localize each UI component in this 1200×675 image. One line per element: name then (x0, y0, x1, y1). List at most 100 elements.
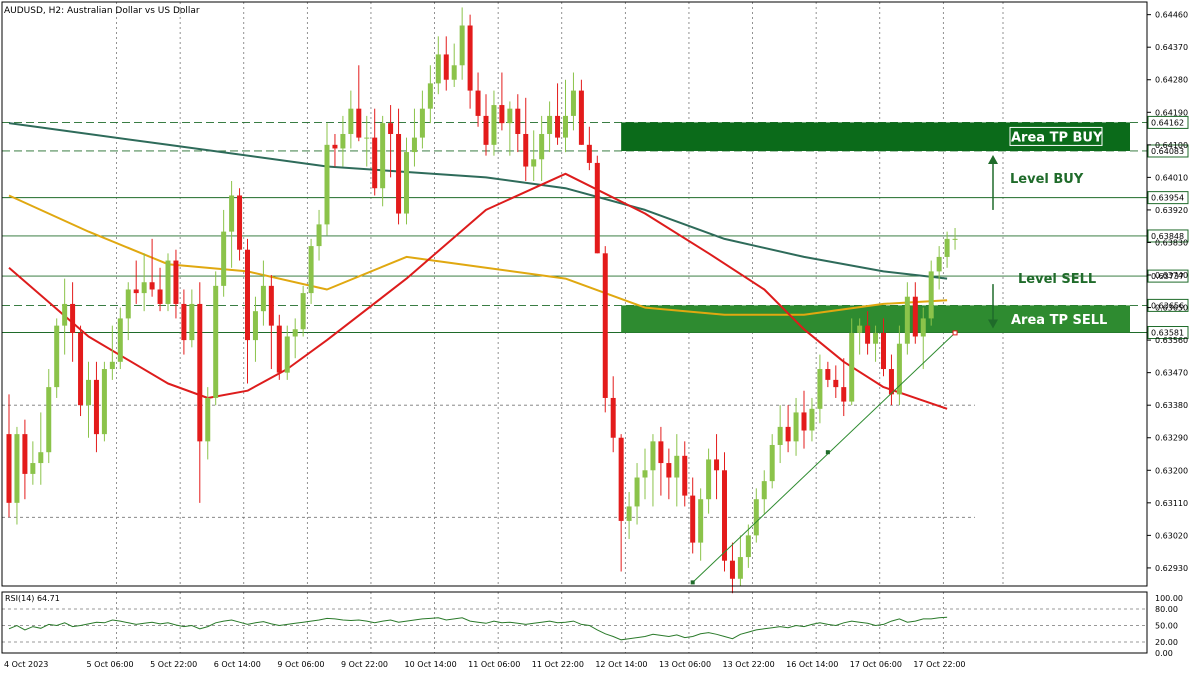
candle-body[interactable] (896, 343, 902, 395)
candle-body[interactable] (348, 108, 354, 134)
candle-body[interactable] (904, 296, 910, 344)
candle-body[interactable] (531, 159, 537, 167)
candle-body[interactable] (316, 224, 322, 247)
candle-body[interactable] (157, 289, 163, 304)
candle-body[interactable] (117, 318, 123, 362)
candle-body[interactable] (539, 133, 545, 160)
candle-body[interactable] (722, 470, 727, 561)
candle-body[interactable] (364, 137, 370, 139)
candle-body[interactable] (101, 369, 107, 435)
candle-body[interactable] (149, 282, 155, 290)
candle-body[interactable] (809, 408, 815, 431)
candle-body[interactable] (729, 560, 735, 579)
candle-body[interactable] (563, 115, 568, 138)
candle-body[interactable] (245, 249, 250, 341)
candle-body[interactable] (769, 444, 775, 482)
candle-body[interactable] (14, 434, 20, 503)
candle-body[interactable] (229, 195, 235, 232)
candle-body[interactable] (777, 426, 783, 445)
candle-body[interactable] (515, 108, 521, 134)
candle-body[interactable] (324, 144, 330, 225)
candle-body[interactable] (451, 65, 457, 80)
candle-body[interactable] (396, 133, 402, 214)
candle-body[interactable] (165, 260, 171, 304)
candle-body[interactable] (93, 379, 99, 435)
candle-body[interactable] (666, 463, 672, 478)
candle-body[interactable] (873, 332, 879, 344)
candle-body[interactable] (70, 303, 76, 333)
candle-body[interactable] (46, 387, 52, 453)
candle-body[interactable] (547, 115, 553, 134)
candle-body[interactable] (141, 282, 147, 294)
candle-body[interactable] (221, 231, 227, 286)
candle-body[interactable] (690, 495, 696, 543)
candle-body[interactable] (706, 459, 712, 500)
candle-body[interactable] (817, 369, 823, 409)
candle-body[interactable] (944, 238, 950, 257)
trendline-anchor-end[interactable] (952, 330, 958, 336)
candle-body[interactable] (276, 325, 282, 373)
candle-body[interactable] (642, 470, 648, 478)
candle-body[interactable] (22, 434, 28, 474)
candle-body[interactable] (78, 332, 84, 406)
candle-body[interactable] (300, 293, 306, 330)
candle-body[interactable] (356, 108, 362, 138)
candle-body[interactable] (578, 90, 584, 145)
candle-body[interactable] (181, 303, 187, 341)
candle-body[interactable] (284, 336, 290, 373)
candle-body[interactable] (125, 289, 131, 319)
candle-body[interactable] (197, 303, 203, 442)
candle-body[interactable] (920, 318, 926, 337)
candle-body[interactable] (308, 246, 314, 294)
candle-body[interactable] (626, 506, 632, 521)
candle-body[interactable] (411, 137, 417, 153)
candle-body[interactable] (594, 162, 600, 254)
candle-body[interactable] (753, 499, 759, 536)
zones-layer[interactable]: Area TP BUY Area TP SELL (621, 122, 1130, 333)
candle-body[interactable] (483, 115, 489, 145)
candle-body[interactable] (499, 105, 505, 124)
candle-body[interactable] (419, 108, 425, 138)
candle-body[interactable] (340, 133, 346, 149)
candle-body[interactable] (38, 452, 44, 464)
trendline-layer[interactable] (690, 330, 958, 585)
candle-body[interactable] (388, 123, 394, 134)
candle-body[interactable] (30, 463, 36, 474)
candle-body[interactable] (459, 25, 465, 66)
candle-body[interactable] (634, 477, 640, 507)
candle-body[interactable] (650, 441, 656, 471)
candle-body[interactable] (912, 296, 918, 337)
candle-body[interactable] (682, 455, 688, 496)
candle-body[interactable] (849, 332, 855, 402)
candle-body[interactable] (952, 238, 958, 240)
trendline[interactable] (692, 332, 956, 583)
trendline-anchor-mid[interactable] (825, 450, 830, 455)
candle-body[interactable] (523, 133, 529, 167)
candle-body[interactable] (404, 152, 409, 214)
candle-body[interactable] (443, 54, 449, 80)
candle-body[interactable] (133, 289, 139, 294)
candle-body[interactable] (427, 83, 433, 109)
candle-body[interactable] (928, 271, 934, 319)
candle-body[interactable] (109, 361, 115, 370)
candle-body[interactable] (555, 115, 561, 138)
candle-body[interactable] (658, 441, 664, 464)
candle-body[interactable] (801, 412, 807, 431)
candle-body[interactable] (793, 412, 799, 442)
candle-body[interactable] (936, 256, 942, 272)
candle-body[interactable] (857, 325, 863, 333)
candle-body[interactable] (570, 90, 576, 116)
candle-body[interactable] (189, 303, 195, 341)
candle-body[interactable] (205, 397, 211, 442)
candle-body[interactable] (602, 253, 608, 398)
candle-body[interactable] (841, 387, 847, 402)
candle-body[interactable] (380, 123, 386, 189)
candle-body[interactable] (507, 108, 513, 124)
candle-body[interactable] (698, 499, 704, 543)
candle-body[interactable] (618, 437, 624, 521)
candle-body[interactable] (761, 481, 767, 500)
candle-body[interactable] (785, 426, 791, 442)
candle-body[interactable] (268, 285, 274, 326)
candle-body[interactable] (825, 369, 831, 380)
